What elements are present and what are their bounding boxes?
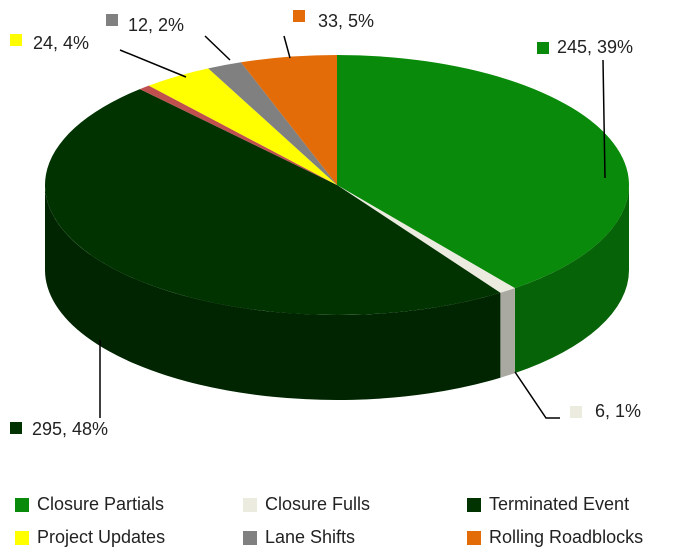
legend-swatch [467, 531, 481, 545]
data-label: 6, 1% [595, 401, 641, 421]
slice [44, 89, 501, 316]
legend-swatch [243, 531, 257, 545]
legend-swatch [15, 498, 29, 512]
leader-line [204, 35, 231, 61]
data-label: 24, 4% [33, 33, 89, 53]
legend-label: Rolling Roadblocks [489, 527, 643, 547]
label-swatch [106, 14, 118, 26]
slice [241, 55, 337, 185]
label-swatch [10, 422, 22, 434]
legend-label: Lane Shifts [265, 527, 355, 547]
slice-side [514, 185, 629, 374]
label-swatch [10, 34, 22, 46]
legend-label: Closure Partials [37, 494, 164, 514]
leader-line [514, 371, 560, 419]
leader-line [602, 59, 606, 179]
slice [148, 68, 337, 185]
legend-label: Project Updates [37, 527, 165, 547]
data-label: 33, 5% [318, 11, 374, 31]
label-swatch [537, 42, 549, 54]
slice [208, 62, 337, 185]
leader-line [283, 35, 291, 59]
label-swatch [570, 406, 582, 418]
data-label: 12, 2% [128, 15, 184, 35]
data-label: 295, 48% [32, 419, 108, 439]
leader-line [119, 49, 187, 78]
legend-label: Terminated Event [489, 494, 629, 514]
legend-swatch [243, 498, 257, 512]
slice [337, 55, 630, 289]
label-swatch [293, 10, 305, 22]
legend-label: Closure Fulls [265, 494, 370, 514]
slice-side [500, 288, 515, 378]
data-label: 245, 39% [557, 37, 633, 57]
legend-swatch [15, 531, 29, 545]
slice-side [45, 185, 501, 400]
slice [337, 185, 515, 293]
slice [139, 85, 337, 185]
legend-swatch [467, 498, 481, 512]
